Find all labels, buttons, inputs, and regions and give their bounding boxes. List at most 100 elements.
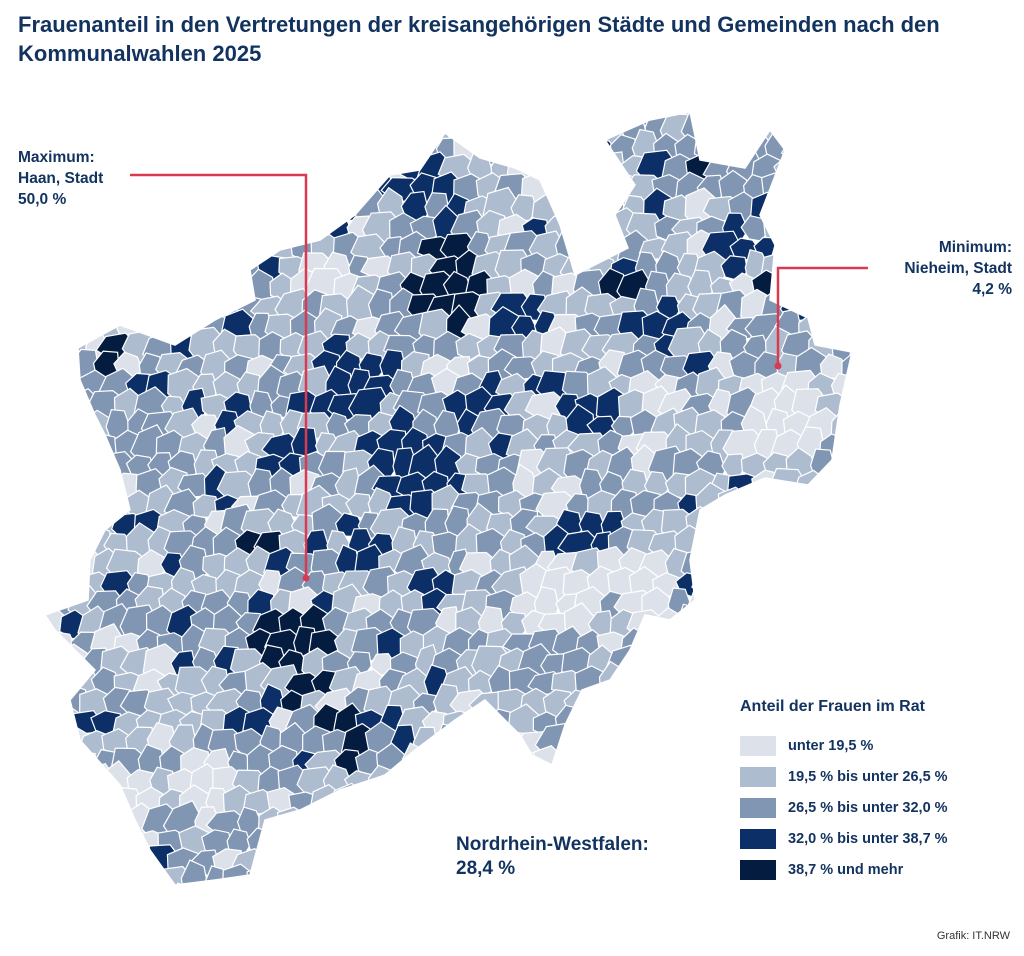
municipality-area	[600, 151, 625, 190]
municipality-area	[884, 628, 916, 660]
municipality-area	[45, 112, 51, 125]
municipality-area	[45, 391, 55, 423]
municipality-area	[863, 271, 890, 301]
municipality-area	[18, 770, 44, 798]
municipality-area	[846, 491, 852, 520]
municipality-area	[162, 249, 203, 289]
legend-label: unter 19,5 %	[788, 738, 874, 754]
municipality-area	[876, 375, 899, 400]
municipality-area	[514, 112, 554, 123]
municipality-area	[739, 604, 775, 644]
municipality-area	[225, 154, 255, 184]
municipality-area	[180, 859, 209, 885]
minimum-value: 4,2 %	[972, 281, 1012, 298]
municipality-area	[567, 766, 596, 802]
municipality-area	[59, 252, 89, 287]
municipality-area	[39, 888, 68, 915]
municipality-area	[864, 196, 890, 226]
municipality-area	[197, 270, 241, 305]
municipality-area	[783, 210, 817, 251]
municipality-area	[80, 491, 110, 520]
municipality-area	[829, 490, 852, 522]
municipality-area	[289, 112, 324, 146]
municipality-area	[906, 192, 938, 225]
minimum-place: Nieheim, Stadt	[904, 260, 1012, 277]
municipality-area	[69, 266, 101, 307]
legend-item: 38,7 % und mehr	[740, 860, 1010, 880]
municipality-area	[709, 905, 737, 944]
municipality-area	[114, 150, 145, 185]
municipality-area	[267, 188, 296, 225]
municipality-area	[45, 707, 57, 741]
municipality-area	[886, 907, 915, 933]
municipality-area	[92, 789, 122, 818]
municipality-area	[123, 284, 156, 332]
municipality-area	[45, 229, 60, 268]
municipality-area	[894, 370, 922, 404]
municipality-area	[300, 844, 331, 879]
municipality-area	[210, 112, 245, 125]
municipality-area	[470, 890, 509, 916]
municipality-area	[794, 623, 828, 663]
municipality-area	[884, 394, 914, 421]
municipality-area	[904, 910, 938, 933]
municipality-area	[62, 889, 89, 915]
municipality-area	[871, 569, 907, 604]
maximum-value: 50,0 %	[18, 191, 67, 208]
municipality-area	[793, 149, 826, 187]
municipality-area	[574, 707, 606, 740]
municipality-area	[821, 134, 852, 163]
municipality-area	[578, 742, 608, 786]
municipality-area	[698, 890, 724, 914]
municipality-area	[764, 507, 809, 545]
municipality-area	[565, 730, 593, 761]
municipality-area	[359, 904, 385, 939]
municipality-area	[666, 701, 694, 745]
municipality-area	[565, 170, 593, 213]
municipality-area	[816, 662, 849, 702]
municipality-area	[191, 884, 221, 885]
municipality-area	[901, 116, 940, 146]
municipality-area	[658, 750, 700, 778]
municipality-area	[906, 513, 934, 541]
municipality-area	[330, 112, 370, 147]
municipality-area	[325, 112, 351, 130]
municipality-area	[638, 907, 676, 939]
municipality-area	[48, 349, 78, 387]
municipality-area	[849, 324, 852, 372]
municipality-area	[45, 448, 51, 488]
municipality-area	[45, 849, 46, 875]
municipality-area	[874, 291, 904, 327]
municipality-area	[483, 908, 524, 936]
municipality-area	[590, 890, 616, 912]
municipality-area	[50, 906, 76, 938]
municipality-area	[124, 246, 154, 286]
municipality-area	[639, 791, 679, 817]
municipality-area	[897, 453, 926, 481]
municipality-area	[796, 909, 825, 935]
municipality-area	[338, 902, 362, 937]
municipality-area	[449, 771, 489, 798]
municipality-area	[322, 888, 354, 913]
municipality-area	[870, 407, 907, 446]
municipality-area	[45, 607, 48, 647]
municipality-area	[46, 788, 79, 818]
municipality-area	[346, 889, 372, 915]
municipality-area	[267, 155, 298, 188]
municipality-area	[239, 195, 284, 225]
municipality-area	[45, 827, 80, 861]
municipality-area	[879, 115, 917, 144]
municipality-area	[807, 887, 836, 917]
municipality-area	[134, 151, 165, 188]
municipality-area	[586, 722, 619, 762]
municipality-area	[821, 909, 846, 933]
municipality-area	[799, 134, 843, 165]
municipality-area	[662, 782, 696, 824]
municipality-area	[278, 208, 310, 250]
municipality-area	[638, 707, 675, 743]
municipality-area	[213, 135, 245, 166]
municipality-area	[387, 112, 421, 130]
municipality-area	[760, 171, 794, 210]
municipality-area	[206, 888, 247, 920]
municipality-area	[83, 844, 110, 885]
